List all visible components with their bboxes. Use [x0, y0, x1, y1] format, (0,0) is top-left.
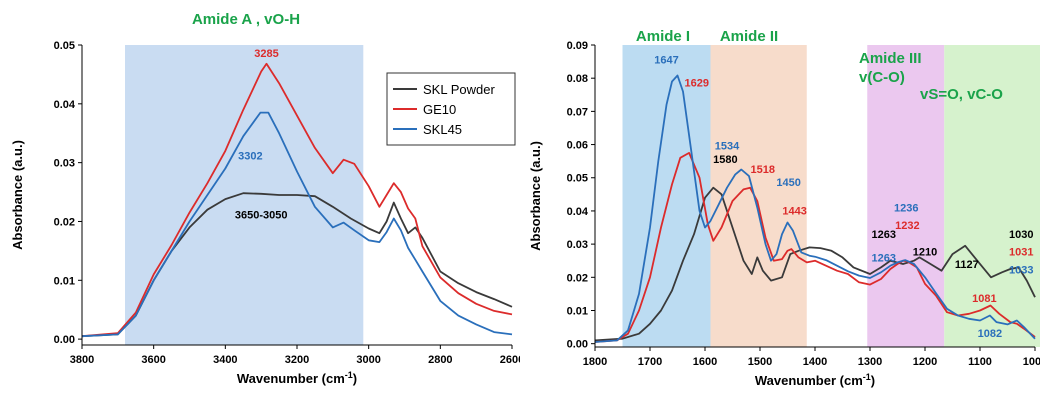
band-label2-2: v(C-O) — [859, 69, 905, 86]
y-tick-label-2: 0.02 — [567, 272, 588, 284]
x-tick-label-1: 3600 — [141, 354, 165, 366]
y-axis-label: Absorbance (a.u.) — [10, 140, 25, 250]
x-tick-label-5: 2800 — [428, 354, 452, 366]
y-tick-label-1: 0.01 — [54, 275, 75, 287]
x-tick-label-2: 3400 — [213, 354, 237, 366]
y-tick-label-8: 0.08 — [567, 73, 588, 85]
band-3 — [944, 45, 1040, 347]
y-tick-label-0: 0.00 — [567, 339, 588, 351]
annotation-10: 1263 — [872, 252, 896, 264]
series-line-1 — [81, 62, 513, 338]
legend-label-2: SKL45 — [423, 122, 462, 137]
annotation-4: 1518 — [751, 164, 775, 176]
x-axis-label: Wavenumber (cm-1) — [237, 370, 357, 386]
band-label-3: vS=O, vC-O — [920, 86, 1003, 103]
x-tick-label-0: 3800 — [70, 354, 94, 366]
annotation-1: 1629 — [685, 77, 709, 89]
x-tick-label-7: 1100 — [968, 356, 992, 368]
x-tick-label-2: 1600 — [693, 356, 717, 368]
annotation-12: 1127 — [955, 259, 979, 271]
chart-amide-a: Amide A , vO-H 3800 3600 3400 3200 3000 2800 26… — [10, 11, 520, 386]
y-tick-label-4: 0.04 — [54, 99, 76, 111]
legend-box — [386, 72, 516, 146]
band-label-0: Amide A , vO-H — [192, 11, 300, 28]
x-tick-label-3: 3200 — [285, 354, 309, 366]
y-tick-label-9: 0.09 — [567, 40, 588, 52]
annotation-0: 3285 — [254, 48, 278, 60]
band-0 — [622, 45, 711, 347]
band-2 — [867, 45, 945, 347]
annotation-1: 3302 — [238, 151, 262, 163]
series-line-2 — [81, 111, 513, 338]
annotation-7: 1236 — [894, 203, 918, 215]
annotation-17: 1082 — [978, 328, 1002, 340]
annotation-0: 1647 — [654, 54, 678, 66]
series-line-0 — [594, 186, 1036, 342]
band-label-0: Amide I — [636, 28, 690, 45]
series-line-2 — [594, 74, 1036, 343]
y-tick-label-5: 0.05 — [54, 40, 75, 52]
x-tick-label-0: 1800 — [583, 356, 607, 368]
y-tick-label-5: 0.05 — [567, 173, 588, 185]
annotation-16: 1081 — [972, 293, 996, 305]
x-tick-label-4: 3000 — [356, 354, 380, 366]
band-0 — [125, 45, 364, 345]
x-tick-label-5: 1300 — [858, 356, 882, 368]
y-tick-label-4: 0.04 — [567, 206, 589, 218]
x-tick-label-3: 1500 — [748, 356, 772, 368]
annotation-2: 1580 — [713, 154, 737, 166]
y-tick-label-7: 0.07 — [567, 106, 588, 118]
annotation-9: 1263 — [872, 229, 896, 241]
y-tick-label-3: 0.03 — [54, 158, 75, 170]
annotation-15: 1033 — [1009, 264, 1033, 276]
annotation-3: 1534 — [715, 141, 740, 153]
chart-amide-fingerprint: Amide I Amide II Amide III v(C-O) vS=O, vC-O… — [528, 28, 1040, 388]
x-tick-label-4: 1400 — [803, 356, 827, 368]
y-tick-label-2: 0.02 — [54, 216, 75, 228]
annotation-11: 1210 — [913, 247, 937, 259]
series-line-0 — [81, 192, 513, 338]
annotation-13: 1030 — [1009, 229, 1033, 241]
annotation-2: 3650-3050 — [235, 210, 288, 222]
annotation-8: 1232 — [895, 220, 919, 232]
annotation-14: 1031 — [1009, 247, 1033, 259]
band-1 — [710, 45, 807, 347]
y-tick-label-3: 0.03 — [567, 239, 588, 251]
legend-label-0: SKL Powder — [423, 82, 495, 97]
annotation-5: 1450 — [776, 177, 800, 189]
x-axis-label: Wavenumber (cm-1) — [755, 372, 875, 388]
x-tick-label-1: 1700 — [638, 356, 662, 368]
legend-label-1: GE10 — [423, 102, 456, 117]
band-label-2: Amide III — [859, 50, 922, 67]
y-tick-label-0: 0.00 — [54, 334, 75, 346]
y-tick-label-1: 0.01 — [567, 305, 588, 317]
y-axis-label: Absorbance (a.u.) — [528, 141, 543, 251]
annotation-6: 1443 — [782, 205, 806, 217]
x-tick-label-6: 1200 — [913, 356, 937, 368]
y-tick-label-6: 0.06 — [567, 140, 588, 152]
band-label-1: Amide II — [720, 28, 778, 45]
